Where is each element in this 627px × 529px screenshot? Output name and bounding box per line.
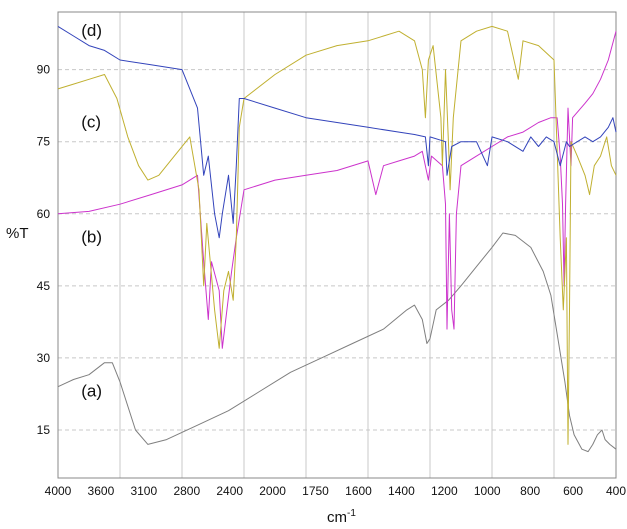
x-tick-label-10: 1000 xyxy=(474,484,501,498)
x-tick-label-9: 1200 xyxy=(431,484,458,498)
x-axis-label: cm-1 xyxy=(327,508,356,526)
x-tick-label-1: 3600 xyxy=(88,484,115,498)
x-tick-label-2: 3100 xyxy=(130,484,157,498)
x-tick-label-12: 600 xyxy=(563,484,583,498)
x-tick-label-7: 1600 xyxy=(345,484,372,498)
series-label-1: (b) xyxy=(81,228,102,247)
x-axis-label-unit: cm xyxy=(327,509,347,526)
y-tick-label-4: 75 xyxy=(37,135,51,149)
y-tick-label-5: 90 xyxy=(37,63,51,77)
y-tick-label-3: 60 xyxy=(37,207,51,221)
y-tick-label-2: 45 xyxy=(37,279,51,293)
x-tick-labels: 4000 3600 3100 2800 2400 2000 1750 1600 1400 1200… xyxy=(45,484,627,498)
grid xyxy=(57,12,617,478)
x-axis-label-exponent: -1 xyxy=(347,508,356,519)
y-axis-label: %T xyxy=(6,225,29,242)
series-label-3: (d) xyxy=(81,21,102,40)
x-tick-label-5: 2000 xyxy=(259,484,286,498)
y-tick-label-0: 15 xyxy=(37,423,51,437)
y-tick-labels: 15 30 45 60 75 90 xyxy=(37,63,51,437)
series-line-0 xyxy=(57,232,617,453)
x-tick-label-4: 2400 xyxy=(216,484,243,498)
x-tick-label-8: 1400 xyxy=(388,484,415,498)
series-label-0: (a) xyxy=(81,381,102,400)
y-tick-label-1: 30 xyxy=(37,351,51,365)
plot-frame xyxy=(57,11,617,479)
series-line-2 xyxy=(57,25,617,445)
x-tick-label-6: 1750 xyxy=(302,484,329,498)
x-tick-label-0: 4000 xyxy=(45,484,72,498)
labels-layer: (a) (b) (c) (d) xyxy=(81,21,102,400)
series-label-2: (c) xyxy=(81,112,101,131)
x-tick-label-3: 2800 xyxy=(173,484,200,498)
series-line-1 xyxy=(57,31,617,349)
series-line-3 xyxy=(57,25,617,239)
series-layer xyxy=(57,25,617,453)
x-tick-label-13: 400 xyxy=(606,484,626,498)
x-tick-label-11: 800 xyxy=(520,484,540,498)
